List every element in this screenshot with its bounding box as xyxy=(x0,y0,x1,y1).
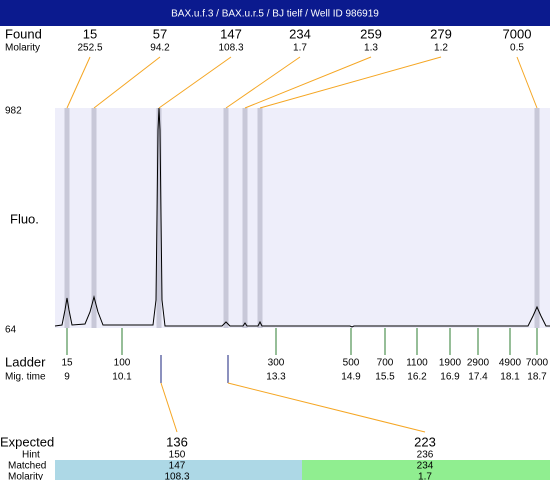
expected-size: 223 xyxy=(414,434,436,449)
matched-label: Matched xyxy=(8,461,46,472)
ladder-size: 700 xyxy=(377,358,394,369)
ladder-time: 18.1 xyxy=(500,372,520,383)
ladder-time: 18.7 xyxy=(527,372,547,383)
peak-connector xyxy=(158,56,232,109)
matched-molarity: 1.7 xyxy=(418,472,432,480)
peak-connector xyxy=(244,56,372,109)
peak-connector xyxy=(259,56,442,109)
molarity-label: Molarity xyxy=(5,43,40,54)
y-axis-label: Fluo. xyxy=(10,211,39,226)
peak-molarity: 252.5 xyxy=(77,43,102,54)
peak-connector xyxy=(225,56,301,109)
ladder-time: 16.9 xyxy=(440,372,460,383)
peak-molarity: 1.7 xyxy=(293,43,307,54)
ladder-size: 300 xyxy=(268,358,285,369)
ladder-time: 14.9 xyxy=(341,372,361,383)
y-bottom-label: 64 xyxy=(5,325,17,336)
ladder-time: 16.2 xyxy=(407,372,427,383)
hint-label: Hint xyxy=(22,450,40,461)
peak-connector xyxy=(66,56,91,109)
ladder-size: 500 xyxy=(343,358,360,369)
found-label: Found xyxy=(5,26,42,41)
ladder-size: 100 xyxy=(114,358,131,369)
peak-molarity: 94.2 xyxy=(150,43,170,54)
ladder-label: Ladder xyxy=(5,354,46,369)
ladder-size: 2900 xyxy=(467,358,490,369)
match-connector xyxy=(160,382,178,433)
peak-band xyxy=(91,108,97,328)
ladder-time: 13.3 xyxy=(266,372,286,383)
peak-size: 259 xyxy=(360,26,382,41)
expected-label: Expected xyxy=(0,434,54,449)
peak-band xyxy=(156,108,162,328)
mig-time-label: Mig. time xyxy=(5,372,46,383)
molarity-label: Molarity xyxy=(8,472,43,480)
ladder-time: 10.1 xyxy=(112,372,132,383)
hint-size: 236 xyxy=(417,450,434,461)
peak-molarity: 108.3 xyxy=(218,43,243,54)
hint-size: 150 xyxy=(169,450,186,461)
match-connector xyxy=(227,382,426,433)
ladder-time: 15.5 xyxy=(375,372,395,383)
peak-connector xyxy=(93,56,161,109)
peak-size: 15 xyxy=(83,26,97,41)
ladder-time: 17.4 xyxy=(468,372,488,383)
matched-band xyxy=(302,460,550,480)
fluorescence-trace xyxy=(54,107,550,328)
peak-band xyxy=(257,108,263,328)
matched-molarity: 108.3 xyxy=(164,472,189,480)
peak-size: 57 xyxy=(153,26,167,41)
ladder-size: 1900 xyxy=(439,358,462,369)
peak-size: 234 xyxy=(289,26,311,41)
peak-molarity: 1.3 xyxy=(364,43,378,54)
peak-size: 7000 xyxy=(503,26,532,41)
peak-size: 147 xyxy=(220,26,242,41)
peak-molarity: 0.5 xyxy=(510,43,524,54)
header-bar xyxy=(0,0,550,26)
peak-connector xyxy=(516,56,538,109)
header-title: BAX.u.f.3 / BAX.u.r.5 / BJ tielf / Well … xyxy=(171,9,379,20)
ladder-size: 1100 xyxy=(406,358,428,369)
ladder-size: 4900 xyxy=(499,358,522,369)
peak-band xyxy=(242,108,248,328)
ladder-size: 7000 xyxy=(526,358,549,369)
peak-band xyxy=(64,108,70,328)
ladder-time: 9 xyxy=(64,372,70,383)
plot-area xyxy=(55,108,550,328)
matched-size: 147 xyxy=(169,461,186,472)
matched-band xyxy=(55,460,302,480)
peak-band xyxy=(223,108,229,328)
peak-size: 279 xyxy=(430,26,452,41)
y-top-label: 982 xyxy=(5,106,22,117)
peak-molarity: 1.2 xyxy=(434,43,448,54)
peak-band xyxy=(534,108,540,328)
matched-size: 234 xyxy=(417,461,434,472)
ladder-size: 15 xyxy=(61,358,73,369)
expected-size: 136 xyxy=(166,434,188,449)
